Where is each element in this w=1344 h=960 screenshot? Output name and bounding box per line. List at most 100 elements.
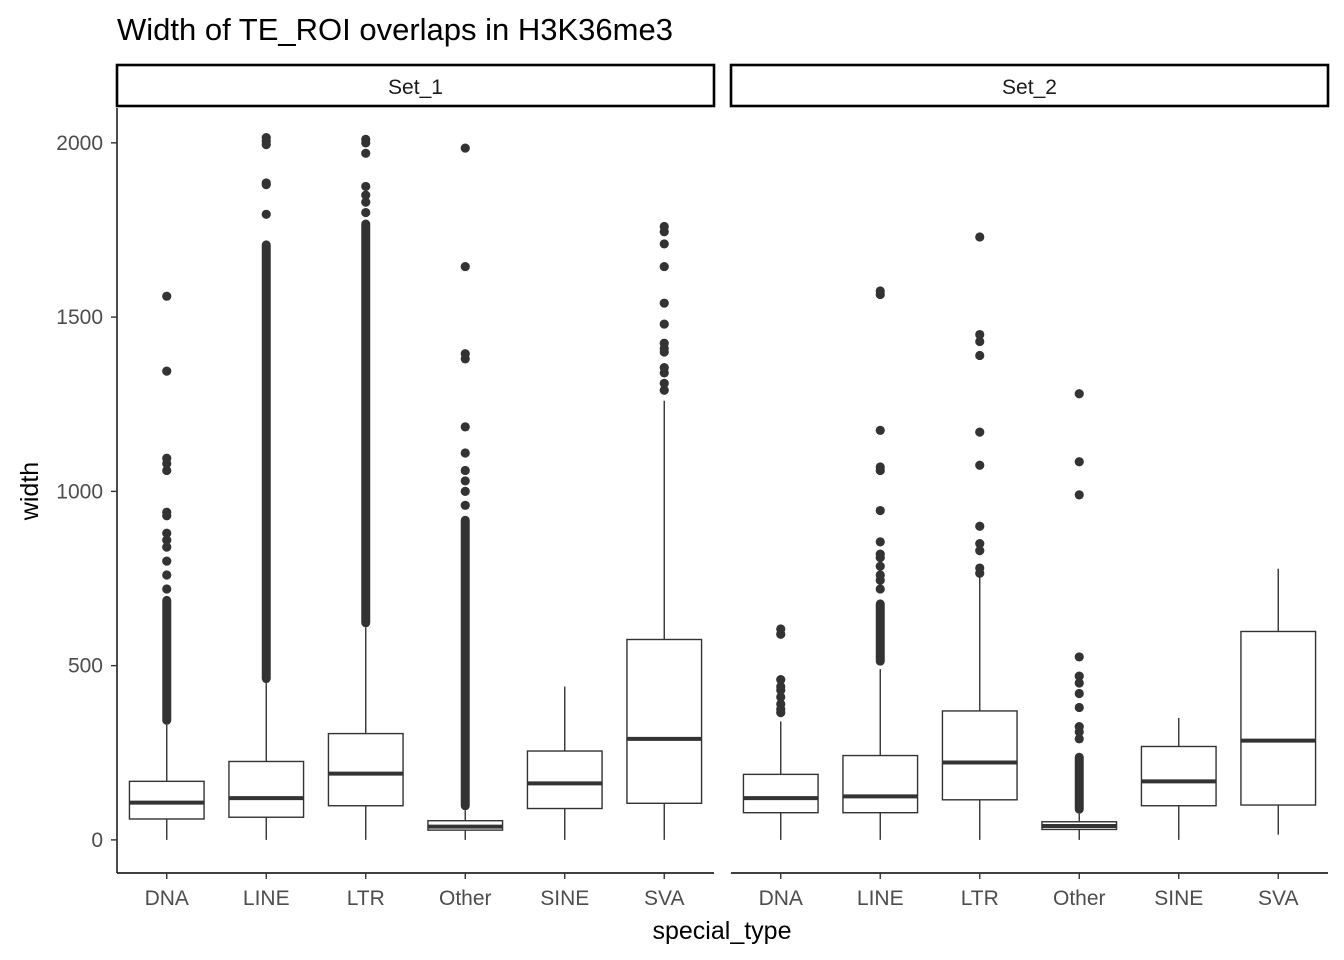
set-1-sva-outlier-0 [659,385,669,395]
x-tick-label-1-DNA: DNA [145,887,189,910]
set-1-line-outlier-2 [261,178,271,188]
set-1-dna-outlier-0 [162,584,172,594]
set-2-ltr-outlier-4 [975,521,985,531]
set-2-line-outlier-10 [875,425,885,435]
set-1-dna-outlier-5 [162,528,172,538]
set-2-line-outlier-0 [875,584,885,594]
set-1-ltr-outlier-2 [361,190,371,200]
x-tick-label-1-SINE: SINE [540,887,589,910]
set-1-sva-outlier-7 [659,319,669,329]
y-tick-label-1500: 1500 [56,306,103,329]
set-2-sine-box [1140,745,1217,807]
set-2-dna-outlier-3 [776,692,786,702]
set-2-ltr-outlier-3 [975,539,985,549]
x-tick-label-1-SVA: SVA [644,887,684,910]
set-1-ltr-outlier-3 [361,181,371,192]
set-1-sva-outlier-6 [659,338,669,348]
set-1-ltr-box [327,732,404,807]
set-2-ltr-outlier-10 [975,232,985,242]
set-1-dna-outlier-3 [162,542,172,552]
set-2-other-outlier-6 [1074,671,1084,681]
set-2-ltr-outlier-6 [975,427,985,437]
set-1-dna-outlier-10 [162,453,172,463]
set-2-line-outlier-9 [875,462,885,472]
set-1-line-outlier-0 [261,209,271,219]
set-1-other-outlier-9 [460,143,470,153]
set-1-ltr-outlier-0 [361,207,371,218]
set-1-other-outlier-5 [460,422,470,432]
set-2-dna-outlier-5 [776,681,786,692]
x-tick-label-2-Other: Other [1053,887,1106,910]
x-tick-label-2-LINE: LINE [857,887,904,910]
set-1-sva-outlier-12 [659,221,669,232]
y-tick-label-1000: 1000 [56,480,103,503]
set-2-line-outlier-12 [875,286,885,296]
set-1-ltr-outlier-4 [361,148,371,158]
x-tick-label-1-Other: Other [439,887,492,910]
set-2-line-box [842,754,919,814]
set-1-ltr-outlier-6 [361,134,371,144]
set-1-sva-outlier-10 [659,239,669,249]
set-2-line-outlier-6 [875,537,885,547]
strip-set-1 [115,63,716,108]
chart-title: Width of TE_ROI overlaps in H3K36me3 [117,12,673,47]
y-axis-title: width [16,462,44,521]
set-2-line-outlier-5 [875,549,885,559]
set-2-other-dense-outliers [1074,752,1084,814]
x-tick-label-1-LINE: LINE [243,887,290,910]
set-1-dna-outlier-7 [162,507,172,517]
set-1-other-outlier-7 [460,349,470,359]
set-1-dna-outlier-1 [162,570,172,580]
set-1-line-box [228,760,305,818]
set-1-other-outlier-1 [460,486,470,496]
x-tick-label-2-LTR: LTR [961,887,999,910]
set-2-dna-box [742,773,819,814]
strip-label-set-1: Set_1 [388,76,443,99]
set-1-dna-outlier-8 [162,465,172,476]
set-1-other-outlier-2 [460,476,470,486]
set-1-sva-outlier-1 [659,378,669,388]
y-tick-label-2000: 2000 [56,132,103,155]
set-2-ltr-box [941,710,1018,801]
set-1-dna-box [128,780,205,820]
set-2-line-outlier-2 [875,570,885,580]
set-2-other-outlier-7 [1074,652,1084,662]
set-1-dna-outlier-11 [162,366,172,376]
set-1-other-dense-outliers [460,515,470,811]
set-1-ltr-outlier-1 [361,197,371,207]
set-1-other-outlier-8 [460,261,470,272]
set-2-ltr-outlier-8 [975,336,985,347]
x-axis-title: special_type [653,917,792,945]
set-2-ltr-outlier-5 [975,460,985,470]
set-1-other-outlier-3 [460,465,470,476]
set-1-sva-outlier-9 [659,261,669,272]
set-2-dna-outlier-8 [776,624,786,634]
set-2-other-outlier-2 [1074,722,1084,732]
set-1-dna-outlier-2 [162,556,172,566]
set-2-other-outlier-3 [1074,702,1084,713]
set-2-other-outlier-8 [1074,490,1084,500]
set-2-line-outlier-3 [875,561,885,571]
set-2-sva-box [1240,630,1317,806]
set-2-ltr-outlier-9 [975,329,985,340]
set-2-other-outlier-9 [1074,457,1084,467]
set-1-other-outlier-4 [460,448,470,458]
set-1-sine-box [526,750,603,810]
set-2-line-outlier-7 [875,505,885,516]
set-1-sva-outlier-3 [659,363,669,373]
set-1-line-dense-outliers [261,240,271,684]
y-tick-label-500: 500 [68,655,103,678]
set-1-other-outlier-0 [460,500,470,510]
x-tick-label-2-SVA: SVA [1258,887,1298,910]
set-1-ltr-dense-outliers [361,219,371,628]
set-2-other-outlier-0 [1074,734,1084,744]
x-tick-label-2-DNA: DNA [759,887,803,910]
set-1-dna-outlier-12 [162,291,172,301]
set-2-ltr-outlier-2 [975,546,985,556]
set-2-line-dense-outliers [875,599,885,666]
x-tick-label-2-SINE: SINE [1154,887,1203,910]
set-2-ltr-outlier-1 [975,563,985,573]
y-tick-label-0: 0 [91,829,103,852]
set-2-dna-outlier-2 [776,699,786,709]
